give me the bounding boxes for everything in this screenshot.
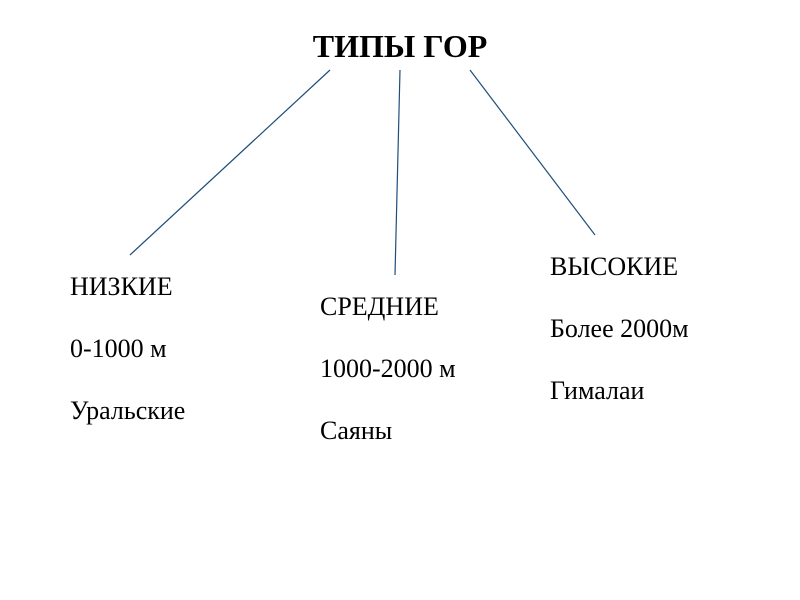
branch-high-label: ВЫСОКИЕ — [550, 250, 689, 284]
branch-medium-label: СРЕДНИЕ — [320, 290, 456, 324]
line-to-left — [130, 70, 330, 255]
branch-medium: СРЕДНИЕ 1000-2000 м Саяны — [320, 290, 456, 447]
branch-low-label: НИЗКИЕ — [70, 270, 185, 304]
branch-low-example: Уральские — [70, 394, 185, 428]
branch-high-example: Гималаи — [550, 374, 689, 408]
branch-low: НИЗКИЕ 0-1000 м Уральские — [70, 270, 185, 427]
branch-high: ВЫСОКИЕ Более 2000м Гималаи — [550, 250, 689, 407]
branch-high-range: Более 2000м — [550, 312, 689, 346]
branch-low-range: 0-1000 м — [70, 332, 185, 366]
branch-medium-example: Саяны — [320, 414, 456, 448]
branch-medium-range: 1000-2000 м — [320, 352, 456, 386]
diagram-title: ТИПЫ ГОР — [313, 28, 488, 65]
line-to-middle — [395, 70, 400, 275]
line-to-right — [470, 70, 595, 235]
